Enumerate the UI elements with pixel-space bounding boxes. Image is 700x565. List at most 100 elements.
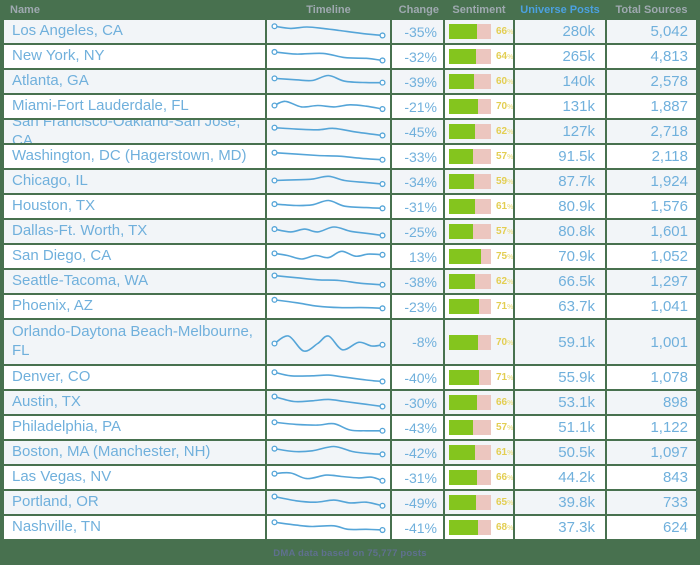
row-name-link[interactable]: Las Vegas, NV (4, 466, 265, 489)
table-row[interactable]: Orlando-Daytona Beach-Melbourne, FL -8% 70… (4, 320, 696, 364)
row-name-link[interactable]: Chicago, IL (4, 170, 265, 193)
sentiment-negative-segment (472, 420, 491, 435)
row-name-link[interactable]: Phoenix, AZ (4, 295, 265, 318)
row-name-link[interactable]: San Diego, CA (4, 245, 265, 268)
sparkline-endpoint-dot (379, 232, 386, 239)
table-row[interactable]: Nashville, TN -41% 68% 37.3k 624 (4, 516, 696, 539)
percent-sign: % (507, 29, 513, 36)
table-row[interactable]: Miami-Fort Lauderdale, FL -21% 70% 131k 1,88… (4, 95, 696, 118)
row-name-link[interactable]: Boston, MA (Manchester, NH) (4, 441, 265, 464)
sentiment-bar (449, 99, 491, 114)
row-name-link[interactable]: Orlando-Daytona Beach-Melbourne, FL (4, 320, 265, 364)
table-row[interactable]: Austin, TX -30% 66% 53.1k 898 (4, 391, 696, 414)
sparkline-endpoint-dot (271, 48, 278, 56)
table-row[interactable]: Seattle-Tacoma, WA -38% 62% 66.5k 1,297 (4, 270, 696, 293)
table-row[interactable]: Phoenix, AZ -23% 71% 63.7k 1,041 (4, 295, 696, 318)
column-header-sentiment[interactable]: Sentiment (452, 4, 506, 16)
timeline-cell (267, 416, 390, 439)
universe-posts-value: 53.1k (515, 391, 605, 414)
row-name-link[interactable]: Denver, CO (4, 366, 265, 389)
row-name-link[interactable]: Houston, TX (4, 195, 265, 218)
change-value: -45% (392, 120, 443, 143)
row-name-link[interactable]: Austin, TX (4, 391, 265, 414)
sentiment-cell: 61% (445, 441, 513, 464)
row-name-link[interactable]: Nashville, TN (4, 516, 265, 539)
sentiment-positive-segment (449, 520, 478, 535)
sentiment-positive-segment (449, 99, 479, 114)
change-value: -42% (392, 441, 443, 464)
sentiment-positive-segment (449, 149, 473, 164)
sentiment-cell: 64% (445, 45, 513, 68)
sparkline-endpoint-dot (379, 180, 386, 188)
timeline-sparkline (271, 226, 386, 239)
sentiment-positive-segment (449, 74, 475, 89)
row-name-link[interactable]: Dallas-Ft. Worth, TX (4, 220, 265, 243)
table-row[interactable]: Dallas-Ft. Worth, TX -25% 57% 80.8k 1,601 (4, 220, 696, 243)
row-name-link[interactable]: Atlanta, GA (4, 70, 265, 93)
universe-posts-value: 80.8k (515, 220, 605, 243)
table-row[interactable]: Denver, CO -40% 71% 55.9k 1,078 (4, 366, 696, 389)
sparkline-endpoint-dot (271, 124, 278, 131)
column-header-timeline[interactable]: Timeline (306, 4, 351, 16)
timeline-sparkline (271, 296, 386, 312)
sentiment-bar (449, 224, 491, 239)
row-name-link[interactable]: San Francisco-Oakland-San Jose, CA (4, 120, 265, 143)
sentiment-positive-segment (449, 334, 479, 350)
total-sources-value: 4,813 (607, 45, 696, 68)
universe-posts-value: 63.7k (515, 295, 605, 318)
sentiment-bar (449, 199, 491, 214)
timeline-cell (267, 145, 390, 168)
sentiment-bar (449, 24, 491, 39)
table-row[interactable]: Atlanta, GA -39% 60% 140k 2,578 (4, 70, 696, 93)
table-row[interactable]: Portland, OR -49% 65% 39.8k 733 (4, 491, 696, 514)
sentiment-positive-segment (449, 395, 477, 410)
sentiment-percent-label: 64% (496, 51, 513, 62)
sparkline-endpoint-dot (379, 427, 386, 434)
sentiment-negative-segment (473, 174, 491, 189)
table-row[interactable]: Los Angeles, CA -35% 66% 280k 5,042 (4, 20, 696, 43)
sentiment-negative-segment (474, 74, 491, 89)
universe-posts-value: 80.9k (515, 195, 605, 218)
table-row[interactable]: Washington, DC (Hagerstown, MD) -33% 57% 91… (4, 145, 696, 168)
percent-sign: % (507, 475, 513, 482)
percent-sign: % (507, 525, 513, 532)
table-row[interactable]: New York, NY -32% 64% 265k 4,813 (4, 45, 696, 68)
table-row[interactable]: Houston, TX -31% 61% 80.9k 1,576 (4, 195, 696, 218)
total-sources-value: 1,097 (607, 441, 696, 464)
sentiment-cell: 70% (445, 320, 513, 364)
column-header-change[interactable]: Change (398, 4, 439, 16)
sentiment-positive-segment (449, 199, 475, 214)
table-row[interactable]: San Francisco-Oakland-San Jose, CA -45% 62… (4, 120, 696, 143)
change-value: -31% (392, 195, 443, 218)
column-header-total-sources[interactable]: Total Sources (615, 4, 688, 16)
sentiment-negative-segment (475, 124, 491, 139)
percent-sign: % (507, 304, 513, 311)
column-header-universe-posts-active-sort[interactable]: Universe Posts (520, 4, 600, 16)
change-value: 13% (392, 245, 443, 268)
row-name-link[interactable]: New York, NY (4, 45, 265, 68)
row-name-link[interactable]: Washington, DC (Hagerstown, MD) (4, 145, 265, 168)
row-name-link[interactable]: Seattle-Tacoma, WA (4, 270, 265, 293)
sentiment-percent-label: 68% (496, 522, 513, 533)
row-name-link[interactable]: Miami-Fort Lauderdale, FL (4, 95, 265, 118)
table-row[interactable]: Boston, MA (Manchester, NH) -42% 61% 50.5k 1… (4, 441, 696, 464)
universe-posts-value: 51.1k (515, 416, 605, 439)
universe-posts-value: 59.1k (515, 320, 605, 364)
sparkline-endpoint-dot (271, 75, 278, 82)
row-name-link[interactable]: Los Angeles, CA (4, 20, 265, 43)
total-sources-value: 733 (607, 491, 696, 514)
sparkline-endpoint-dot (271, 250, 278, 257)
change-value: -49% (392, 491, 443, 514)
table-row[interactable]: San Diego, CA 13% 75% 70.9k 1,052 (4, 245, 696, 268)
table-row[interactable]: Las Vegas, NV -31% 66% 44.2k 843 (4, 466, 696, 489)
row-name-link[interactable]: Philadelphia, PA (4, 416, 265, 439)
column-header-name[interactable]: Name (10, 4, 40, 16)
row-name-link[interactable]: Portland, OR (4, 491, 265, 514)
total-sources-value: 1,041 (607, 295, 696, 318)
sparkline-endpoint-dot (271, 149, 278, 156)
table-row[interactable]: Philadelphia, PA -43% 57% 51.1k 1,122 (4, 416, 696, 439)
timeline-sparkline (271, 74, 386, 86)
percent-sign: % (507, 279, 513, 286)
change-value: -25% (392, 220, 443, 243)
table-row[interactable]: Chicago, IL -34% 59% 87.7k 1,924 (4, 170, 696, 193)
